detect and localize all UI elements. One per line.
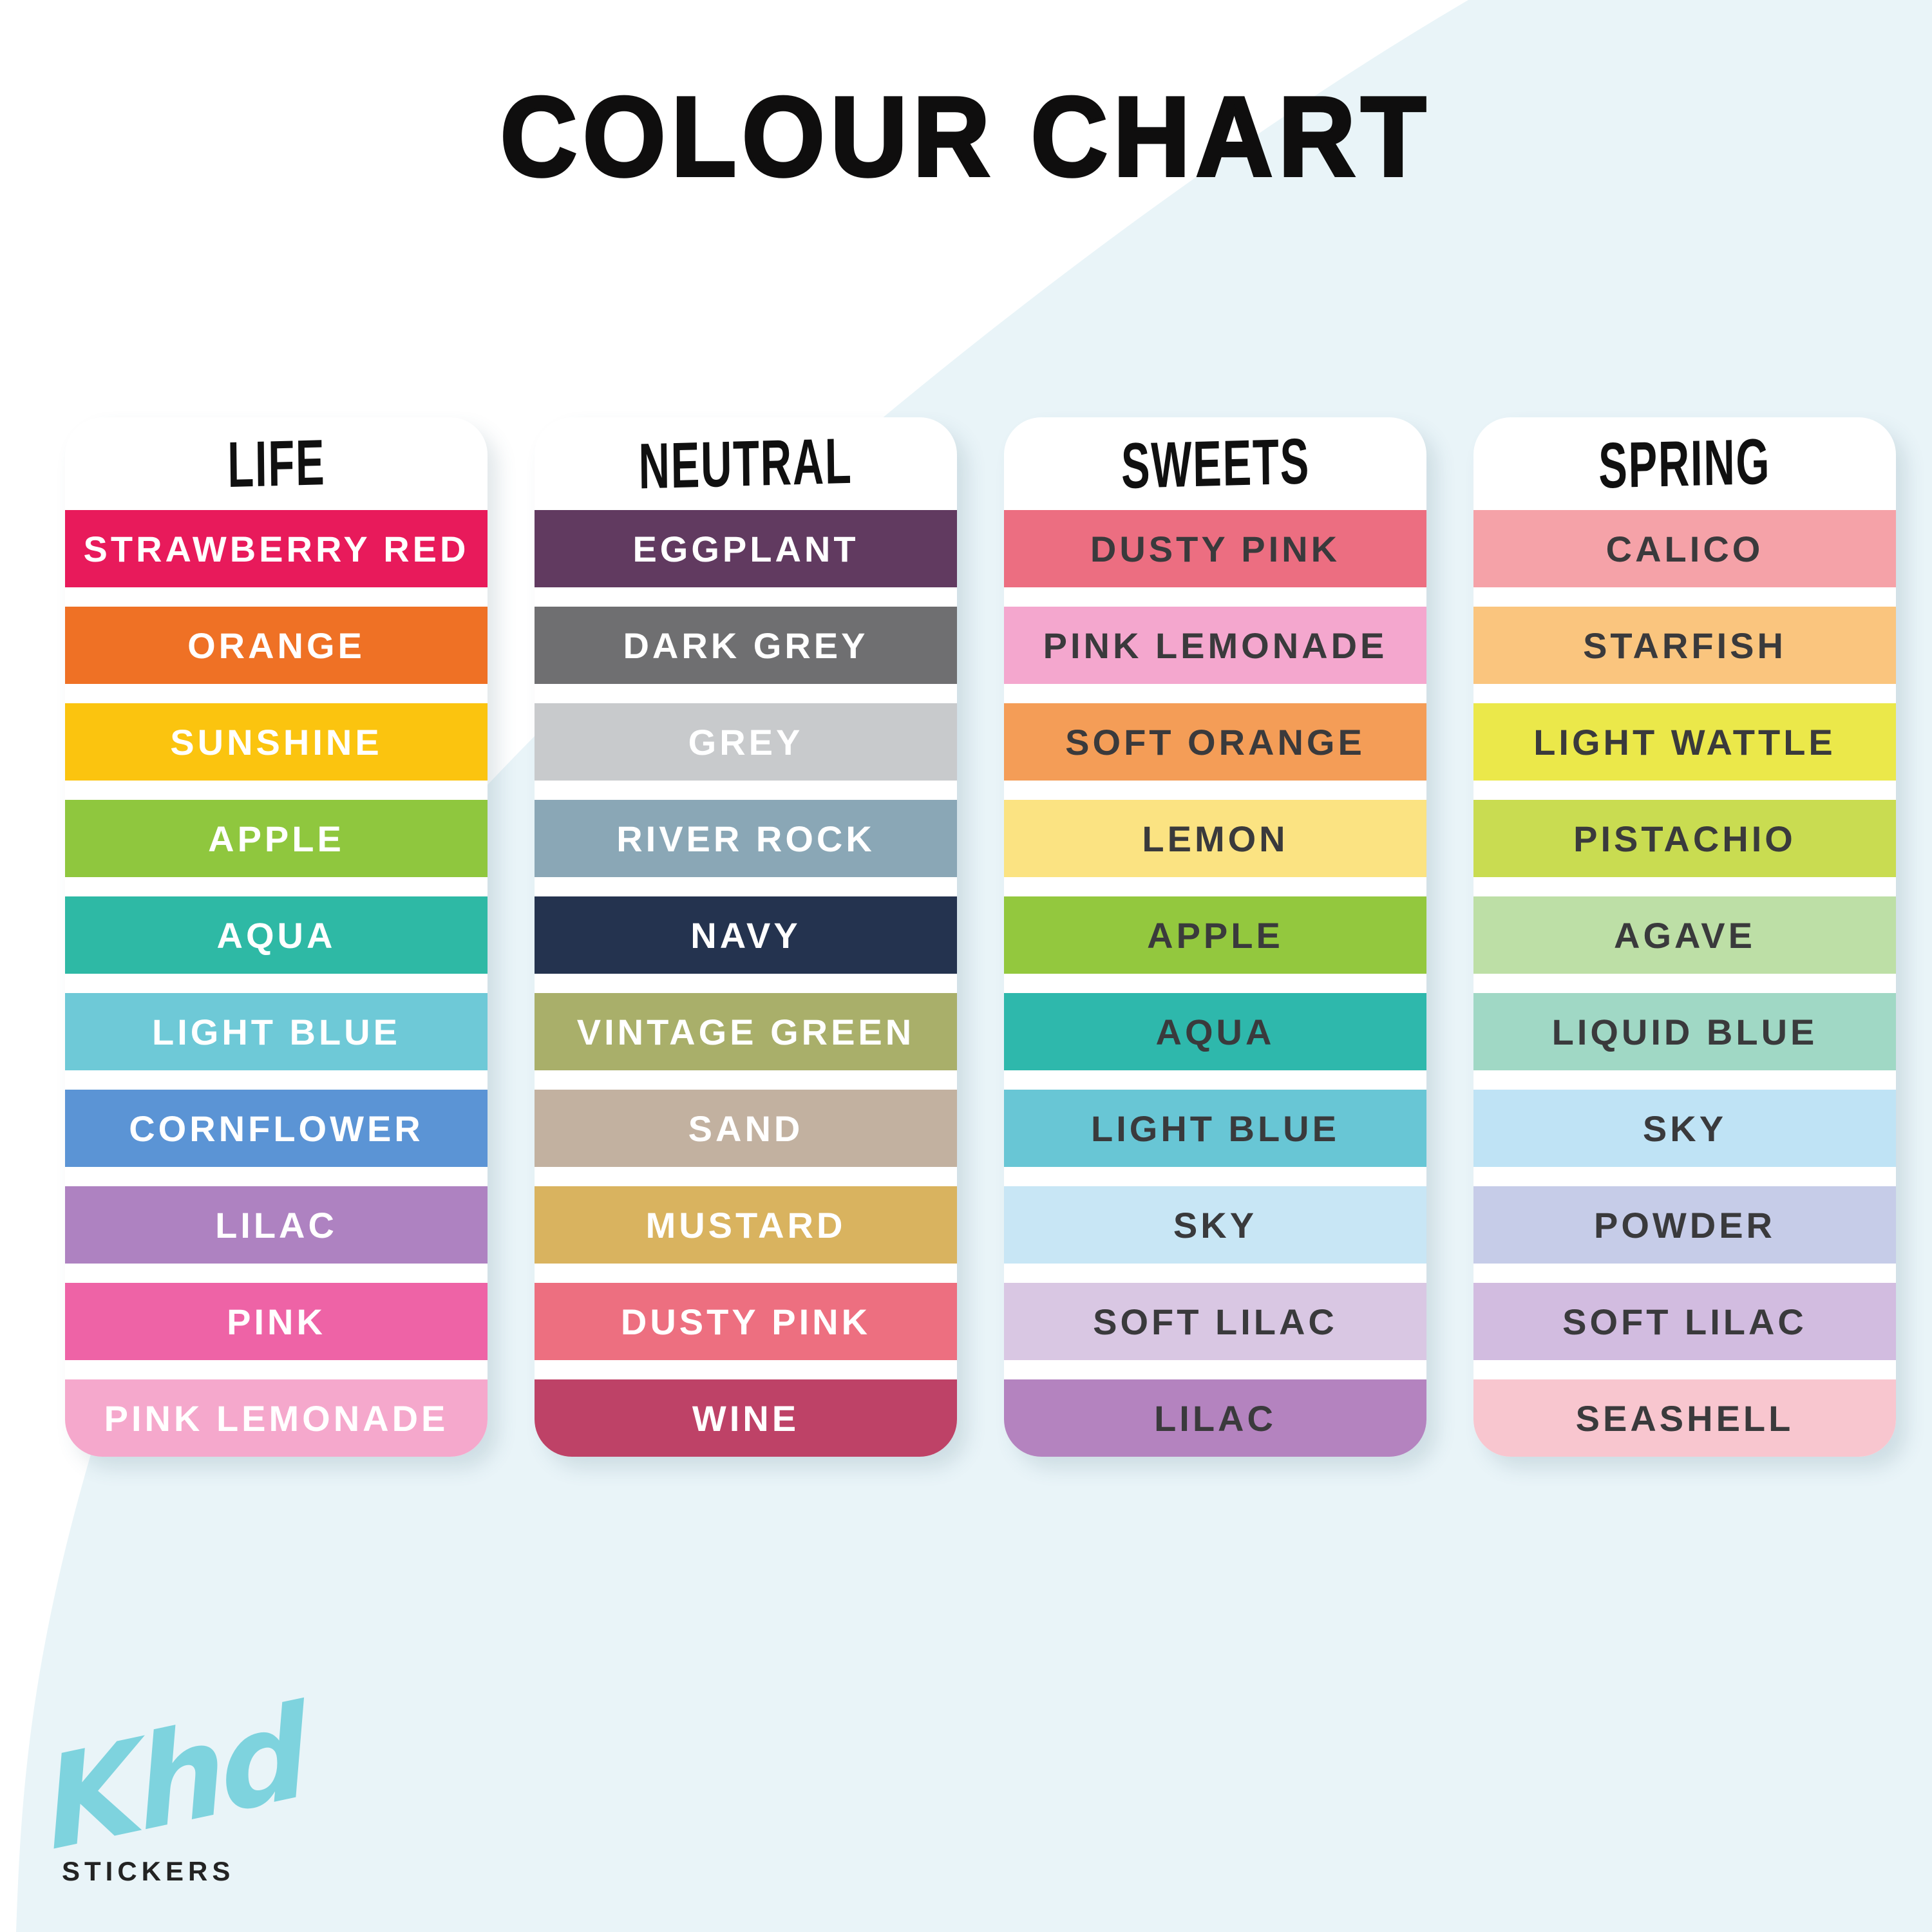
swatch-cornflower: CORNFLOWER (65, 1090, 488, 1167)
swatch-seashell: SEASHELL (1473, 1379, 1896, 1457)
swatch-list: STRAWBERRY RED ORANGE SUNSHINE APPLE AQUA LIG… (65, 510, 488, 1457)
swatch-pink: PINK (65, 1283, 488, 1360)
swatch-aqua: AQUA (65, 896, 488, 974)
card-header: SWEETS (1004, 417, 1426, 510)
swatch-apple: APPLE (65, 800, 488, 877)
swatch-card-life: LIFE STRAWBERRY RED ORANGE SUNSHINE APPLE AQ… (65, 417, 488, 1457)
card-title: NEUTRAL (638, 424, 853, 503)
swatch-sky: SKY (1004, 1186, 1426, 1264)
swatch-light-wattle: LIGHT WATTLE (1473, 703, 1896, 781)
swatch-vintage-green: VINTAGE GREEN (535, 993, 957, 1070)
card-title: SWEETS (1120, 425, 1311, 502)
swatch-navy: NAVY (535, 896, 957, 974)
swatch-list: EGGPLANT DARK GREY GREY RIVER ROCK NAVY VINTA… (535, 510, 957, 1457)
swatch-pink-lemonade: PINK LEMONADE (1004, 607, 1426, 684)
swatch-card-sweets: SWEETS DUSTY PINK PINK LEMONADE SOFT ORANG… (1004, 417, 1426, 1457)
card-header: NEUTRAL (535, 417, 957, 510)
swatch-river-rock: RIVER ROCK (535, 800, 957, 877)
swatch-aqua: AQUA (1004, 993, 1426, 1070)
swatch-orange: ORANGE (65, 607, 488, 684)
swatch-dusty-pink: DUSTY PINK (1004, 510, 1426, 587)
page-title: COLOUR CHART (498, 72, 1432, 201)
swatch-strawberry-red: STRAWBERRY RED (65, 510, 488, 587)
swatch-grey: GREY (535, 703, 957, 781)
brand-sub-stickers: STICKERS (62, 1856, 235, 1886)
swatch-liquid-blue: LIQUID BLUE (1473, 993, 1896, 1070)
swatch-lemon: LEMON (1004, 800, 1426, 877)
card-title: LIFE (227, 426, 326, 502)
swatch-soft-orange: SOFT ORANGE (1004, 703, 1426, 781)
swatch-list: CALICO STARFISH LIGHT WATTLE PISTACHIO AGAVE… (1473, 510, 1896, 1457)
swatch-dark-grey: DARK GREY (535, 607, 957, 684)
swatch-card-neutral: NEUTRAL EGGPLANT DARK GREY GREY RIVER ROCK N… (535, 417, 957, 1457)
swatch-lilac: LILAC (1004, 1379, 1426, 1457)
swatch-lilac: LILAC (65, 1186, 488, 1264)
swatch-light-blue: LIGHT BLUE (65, 993, 488, 1070)
card-header: LIFE (65, 417, 488, 510)
swatch-sand: SAND (535, 1090, 957, 1167)
swatch-calico: CALICO (1473, 510, 1896, 587)
swatch-mustard: MUSTARD (535, 1186, 957, 1264)
swatch-eggplant: EGGPLANT (535, 510, 957, 587)
swatch-sky: SKY (1473, 1090, 1896, 1167)
swatch-card-spring: SPRING CALICO STARFISH LIGHT WATTLE PISTACH… (1473, 417, 1896, 1457)
card-title: SPRING (1598, 425, 1772, 502)
swatch-apple: APPLE (1004, 896, 1426, 974)
swatch-soft-lilac: SOFT LILAC (1004, 1283, 1426, 1360)
swatch-pistachio: PISTACHIO (1473, 800, 1896, 877)
swatch-agave: AGAVE (1473, 896, 1896, 974)
swatch-pink-lemonade: PINK LEMONADE (65, 1379, 488, 1457)
swatch-wine: WINE (535, 1379, 957, 1457)
swatch-list: DUSTY PINK PINK LEMONADE SOFT ORANGE LEMON A… (1004, 510, 1426, 1457)
swatch-soft-lilac: SOFT LILAC (1473, 1283, 1896, 1360)
swatch-sunshine: SUNSHINE (65, 703, 488, 781)
swatch-starfish: STARFISH (1473, 607, 1896, 684)
swatch-dusty-pink: DUSTY PINK (535, 1283, 957, 1360)
swatch-powder: POWDER (1473, 1186, 1896, 1264)
swatch-light-blue: LIGHT BLUE (1004, 1090, 1426, 1167)
card-header: SPRING (1473, 417, 1896, 510)
